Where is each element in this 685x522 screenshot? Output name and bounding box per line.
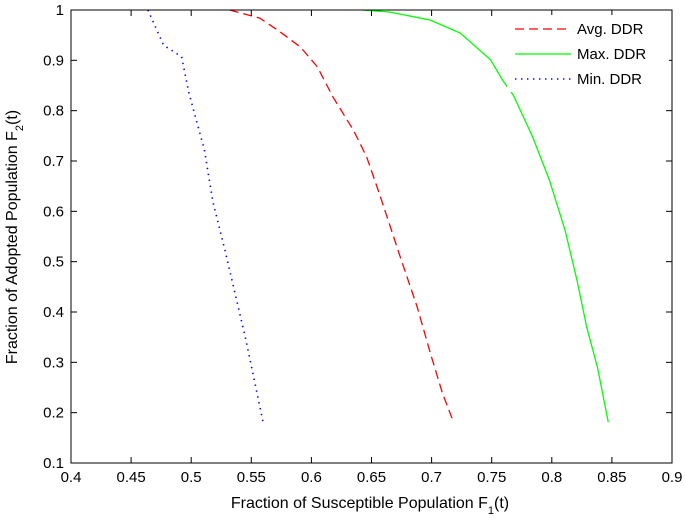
legend-label: Avg. DDR: [577, 21, 644, 38]
x-tick-label: 0.75: [477, 469, 506, 486]
y-tick-label: 0.9: [43, 52, 64, 69]
axis-ticks: 0.4 0.45 0.5 0.55 0.6 0.65 0.7 0.75 0.8 0.85 0.9 0.…: [43, 2, 682, 486]
x-tick-label: 0.7: [421, 469, 442, 486]
x-tick-label: 0.5: [181, 469, 202, 486]
y-tick-label: 0.3: [43, 354, 64, 371]
y-tick-label: 0.4: [43, 304, 64, 321]
x-tick-label: 0.85: [597, 469, 626, 486]
y-tick-label: 0.7: [43, 153, 64, 170]
y-tick-label: 0.8: [43, 103, 64, 120]
x-tick-label: 0.6: [301, 469, 322, 486]
x-tick-label: 0.9: [662, 469, 683, 486]
series-layer: [147, 9, 609, 424]
series-max-ddr: [361, 9, 609, 423]
x-tick-label: 0.4: [61, 469, 82, 486]
y-tick-label: 0.1: [43, 455, 64, 472]
y-tick-label: 0.2: [43, 405, 64, 422]
y-tick-label: 0.6: [43, 203, 64, 220]
legend-label: Max. DDR: [577, 46, 646, 63]
x-tick-label: 0.65: [357, 469, 386, 486]
series-avg-ddr: [229, 9, 453, 419]
y-axis-label: Fraction of Adopted Population F2(t): [4, 110, 26, 364]
legend-label: Min. DDR: [577, 71, 642, 88]
x-tick-label: 0.8: [541, 469, 562, 486]
x-tick-label: 0.45: [116, 469, 145, 486]
legend: Avg. DDR Max. DDR Min. DDR: [507, 15, 669, 92]
y-tick-label: 0.5: [43, 254, 64, 271]
x-tick-label: 0.55: [237, 469, 266, 486]
x-axis-label: Fraction of Susceptible Population F1(t): [231, 495, 509, 517]
y-tick-label: 1: [56, 2, 64, 19]
